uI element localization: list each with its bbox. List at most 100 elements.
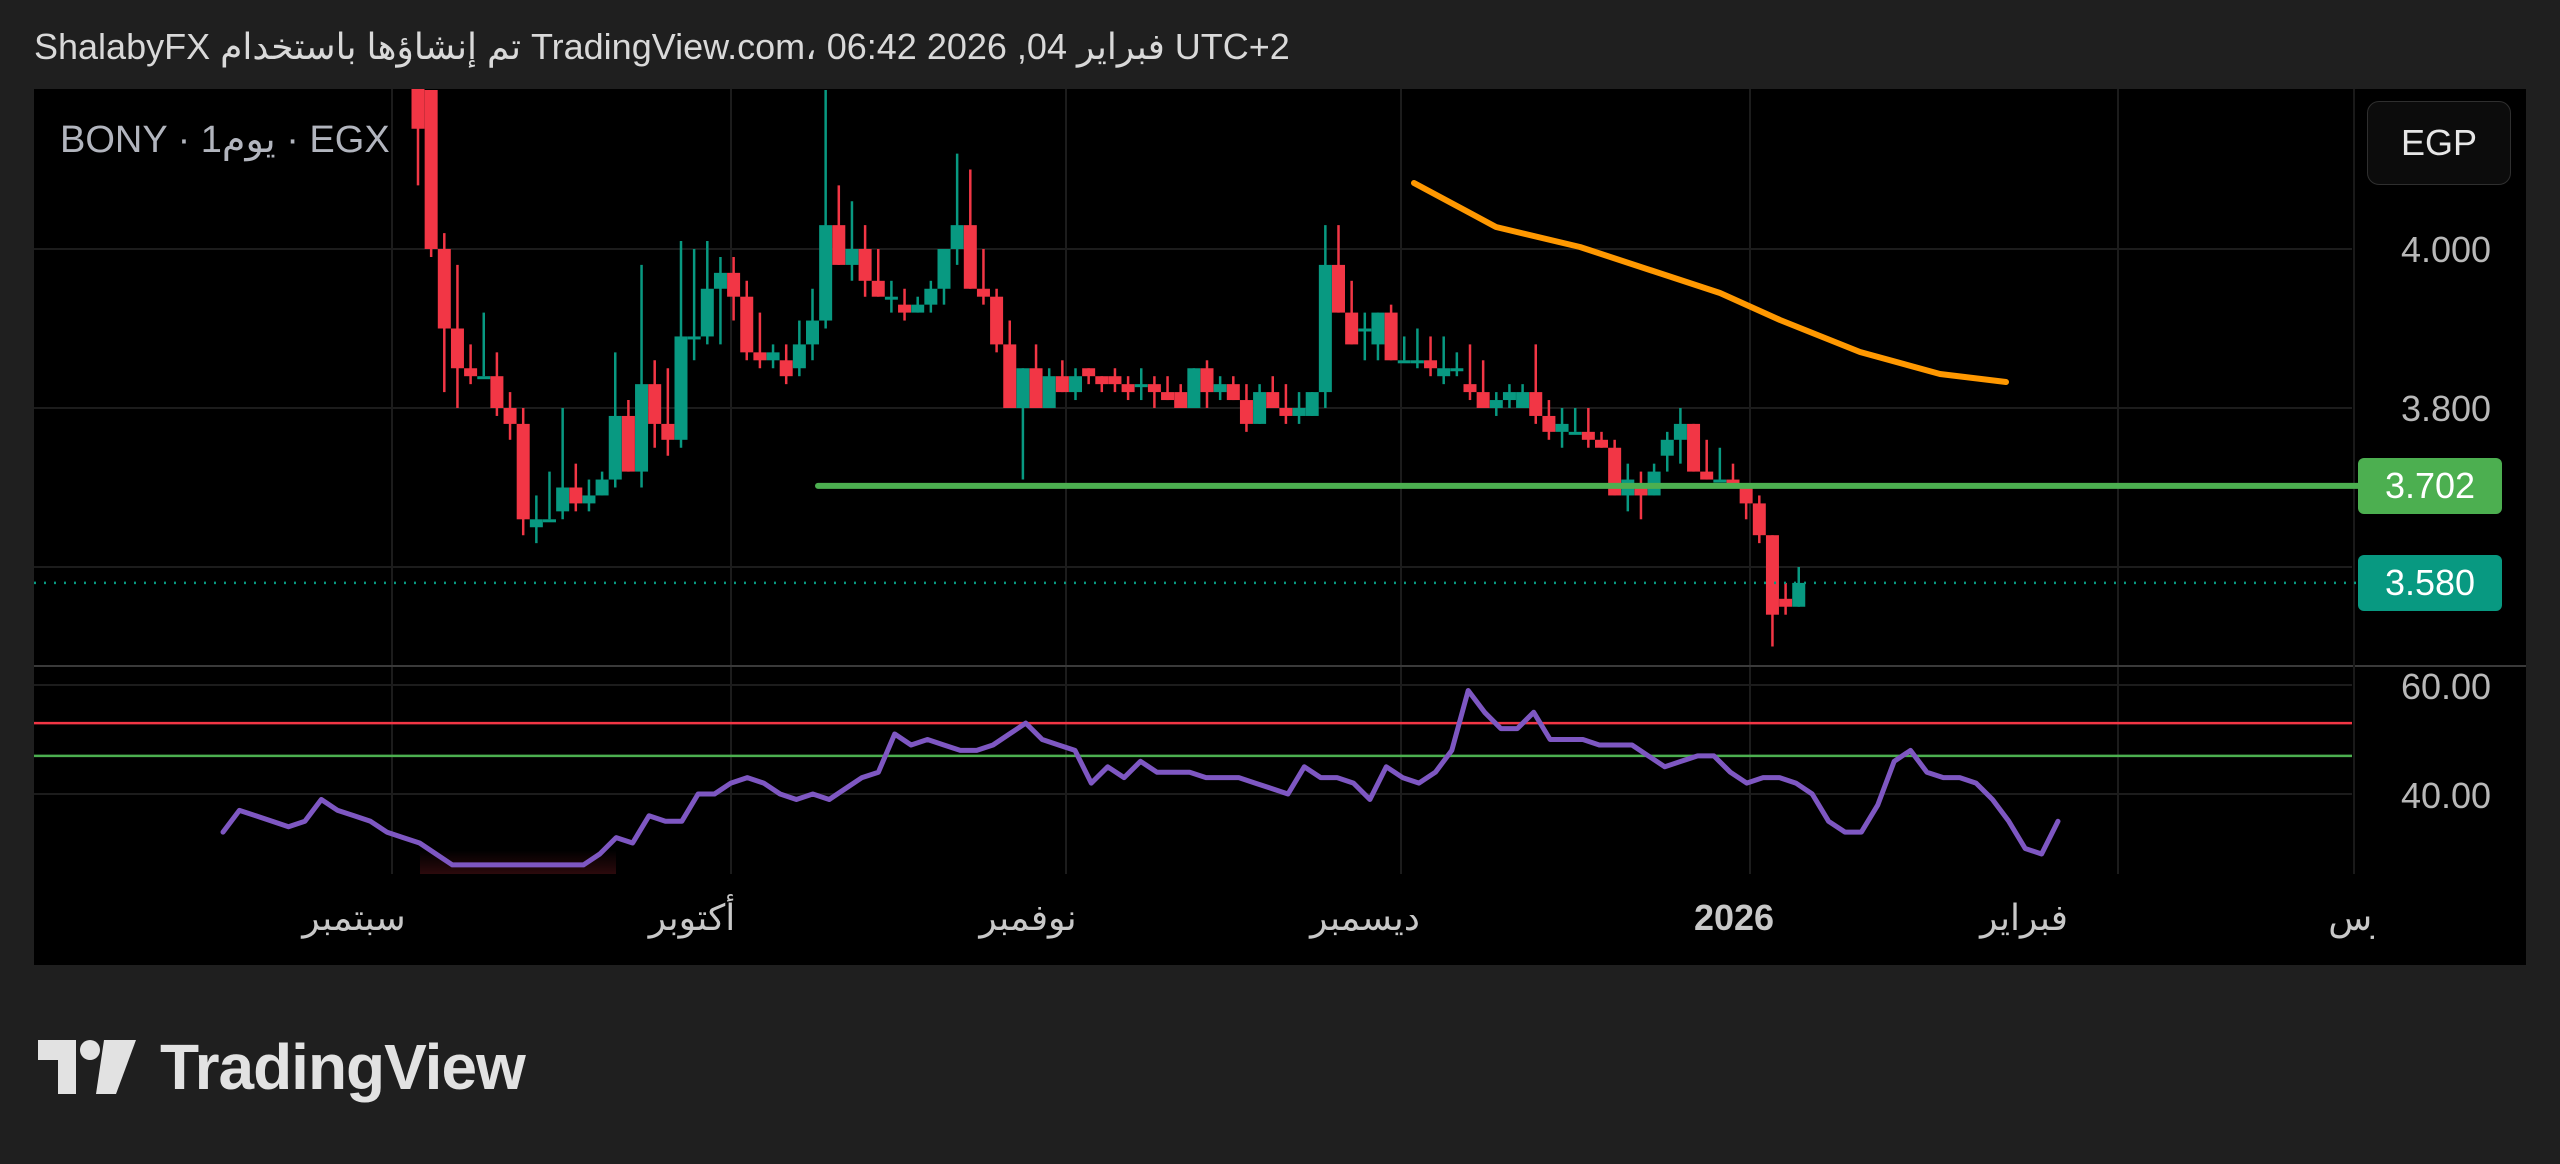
candle-body <box>556 487 570 512</box>
candle-body <box>898 304 912 313</box>
candle-body <box>766 352 780 361</box>
candle-body <box>450 328 464 369</box>
candle-body <box>1397 360 1411 364</box>
candle-body <box>1502 392 1516 401</box>
candle-body <box>648 384 662 424</box>
x-label-october: أكتوبر <box>648 897 736 938</box>
currency-button[interactable]: EGP <box>2367 101 2511 185</box>
candle-body <box>635 384 649 472</box>
candle-body <box>1161 392 1175 401</box>
candle-body <box>1765 535 1779 615</box>
candle-body <box>976 288 990 297</box>
candle-body <box>1424 360 1438 369</box>
candle-body <box>1055 376 1069 393</box>
candle-body <box>1713 479 1727 483</box>
trendline <box>1411 180 2009 385</box>
candle-body <box>792 344 806 369</box>
candle-body <box>1371 312 1385 345</box>
chart-attribution-title: ShalabyFX تم إنشاؤها باستخدام TradingVie… <box>34 26 1290 67</box>
candle-body <box>1529 392 1543 416</box>
candle-body <box>1542 415 1556 432</box>
candle-body <box>1410 360 1424 364</box>
candle-body <box>1016 368 1030 408</box>
candle-body <box>490 376 504 408</box>
candle-body <box>503 408 517 424</box>
candle-body <box>1253 392 1267 424</box>
candle-body <box>1305 392 1319 416</box>
last-price-tag: 3.580 <box>2358 555 2502 611</box>
candle-body <box>1029 368 1043 408</box>
rsi-line <box>220 688 2061 868</box>
candle-body <box>1739 487 1753 504</box>
candle-body <box>582 495 596 504</box>
candle-body <box>437 249 451 329</box>
candle-body <box>1279 408 1293 416</box>
candle-body <box>1226 384 1240 401</box>
candle-body <box>569 487 583 504</box>
candle-body <box>950 225 964 249</box>
candle-body <box>806 320 819 345</box>
candle-body <box>713 272 727 289</box>
candle-body <box>529 519 543 528</box>
tradingview-wordmark: TradingView <box>160 1031 526 1103</box>
candle-body <box>937 249 951 289</box>
x-label-september: سبتمبر <box>302 897 406 938</box>
candle-body <box>1595 439 1608 448</box>
chart-area[interactable]: BONY · 1يوم · EGX EGP 4.000 3.800 3.702 … <box>34 89 2526 965</box>
candle-body <box>1082 368 1096 377</box>
candle-body <box>1568 431 1582 435</box>
price-tick-4000: 4.000 <box>2400 229 2492 270</box>
candle-body <box>1581 431 1595 440</box>
candle-body <box>1489 400 1503 408</box>
candle-body <box>1660 439 1674 456</box>
candle-body <box>1108 376 1122 385</box>
candle-body <box>674 336 688 440</box>
candle-body <box>1292 408 1306 416</box>
candle-body <box>1213 384 1227 393</box>
candle-body <box>924 288 938 305</box>
candle-body <box>1463 384 1477 393</box>
candle-body <box>1003 344 1017 408</box>
candle-body <box>1634 487 1648 496</box>
candle-body <box>595 479 609 496</box>
candle-body <box>779 360 793 377</box>
candle-body <box>1450 368 1464 372</box>
candle-body <box>1332 264 1345 313</box>
candle-body <box>727 272 741 297</box>
candle-body <box>1174 392 1188 408</box>
chart-canvas[interactable] <box>34 89 2526 965</box>
candle-body <box>832 225 846 265</box>
candle-body <box>990 296 1004 345</box>
candle-body <box>740 296 754 353</box>
candle-body <box>1687 423 1701 472</box>
candle-body <box>1476 392 1490 408</box>
candle-body <box>1187 368 1201 408</box>
candle-body <box>1121 384 1135 393</box>
candle-body <box>1318 264 1332 393</box>
candle-body <box>1555 423 1569 432</box>
x-label-march: مارس <box>2328 897 2420 938</box>
candle-body <box>700 288 714 337</box>
x-label-year-2026: 2026 <box>1693 897 1775 938</box>
symbol-legend[interactable]: BONY · 1يوم · EGX <box>60 119 390 161</box>
candle-body <box>1147 384 1161 393</box>
candle-body <box>661 423 675 440</box>
candle-body <box>1792 582 1806 607</box>
candle-body <box>464 368 478 377</box>
candle-body <box>424 90 438 249</box>
candle-body <box>1673 423 1687 440</box>
tradingview-logo-icon <box>38 1040 136 1094</box>
candle-body <box>963 225 977 289</box>
candle-body <box>608 415 622 480</box>
candle-body <box>687 336 701 340</box>
level-price-tag: 3.702 <box>2358 458 2502 514</box>
candle-body <box>1239 400 1253 424</box>
candle-body <box>1358 328 1372 332</box>
candle-body <box>411 89 425 129</box>
tradingview-logo[interactable]: TradingView <box>38 1030 526 1104</box>
candle-body <box>1752 503 1766 536</box>
candle-body <box>858 249 872 281</box>
candle-body <box>1700 471 1714 480</box>
candle-body <box>1516 392 1530 408</box>
candle-body <box>819 225 833 321</box>
